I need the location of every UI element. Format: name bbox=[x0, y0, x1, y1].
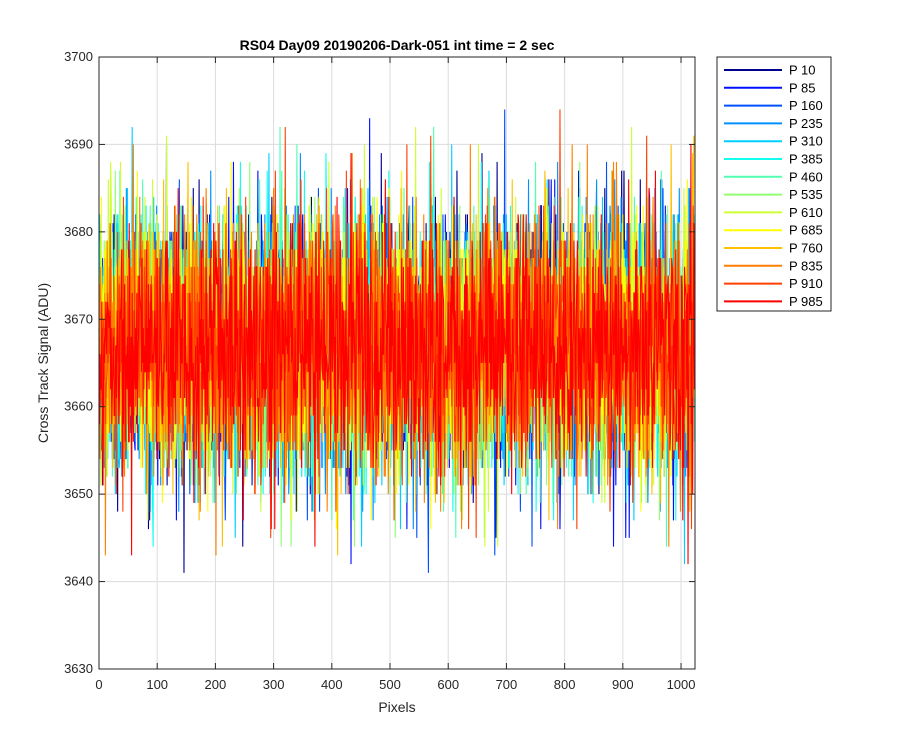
chart-title: RS04 Day09 20190206-Dark-051 int time = … bbox=[240, 37, 555, 53]
legend-label: P 985 bbox=[789, 294, 823, 309]
x-tick-label: 1000 bbox=[667, 677, 696, 692]
legend-label: P 835 bbox=[789, 258, 823, 273]
legend-label: P 10 bbox=[789, 63, 816, 78]
y-tick-label: 3680 bbox=[64, 224, 93, 239]
x-tick-label: 0 bbox=[95, 677, 102, 692]
x-tick-label: 800 bbox=[554, 677, 576, 692]
axis-ticks bbox=[98, 56, 695, 670]
legend-box bbox=[716, 56, 832, 312]
y-axis-label: Cross Track Signal (ADU) bbox=[35, 283, 51, 443]
legend-label: P 310 bbox=[789, 134, 823, 149]
plot-frame bbox=[98, 56, 696, 670]
series-line bbox=[98, 144, 695, 556]
x-tick-label: 400 bbox=[321, 677, 343, 692]
y-tick-label: 3690 bbox=[64, 136, 93, 151]
y-tick-labels: 3630 3640 3650 3660 3670 3680 3690 3700 bbox=[64, 49, 93, 676]
y-tick-label: 3700 bbox=[64, 49, 93, 64]
series-line bbox=[98, 144, 695, 565]
legend-label: P 460 bbox=[789, 169, 823, 184]
x-tick-label: 700 bbox=[496, 677, 518, 692]
x-tick-label: 600 bbox=[437, 677, 459, 692]
legend-label: P 610 bbox=[789, 205, 823, 220]
legend-label: P 85 bbox=[789, 80, 816, 95]
legend-label: P 760 bbox=[789, 241, 823, 256]
x-tick-label: 200 bbox=[205, 677, 227, 692]
legend-label: P 385 bbox=[789, 152, 823, 167]
x-tick-label: 900 bbox=[612, 677, 634, 692]
legend-label: P 235 bbox=[789, 116, 823, 131]
legend-label: P 535 bbox=[789, 187, 823, 202]
legend: P 10 P 85 P 160 P 235 P 310 P 385 P 460 P 535 P … bbox=[716, 56, 832, 312]
y-tick-label: 3670 bbox=[64, 311, 93, 326]
y-tick-label: 3660 bbox=[64, 399, 93, 414]
legend-label: P 685 bbox=[789, 223, 823, 238]
y-tick-label: 3650 bbox=[64, 486, 93, 501]
x-tick-label: 300 bbox=[263, 677, 285, 692]
legend-label: P 910 bbox=[789, 276, 823, 291]
x-tick-label: 100 bbox=[146, 677, 168, 692]
y-tick-label: 3630 bbox=[64, 661, 93, 676]
x-axis-label: Pixels bbox=[378, 699, 415, 715]
x-tick-label: 500 bbox=[379, 677, 401, 692]
legend-label: P 160 bbox=[789, 98, 823, 113]
series-layer bbox=[98, 109, 695, 573]
y-tick-label: 3640 bbox=[64, 574, 93, 589]
x-tick-labels: 0 100 200 300 400 500 600 700 800 900 1000 bbox=[95, 677, 695, 692]
